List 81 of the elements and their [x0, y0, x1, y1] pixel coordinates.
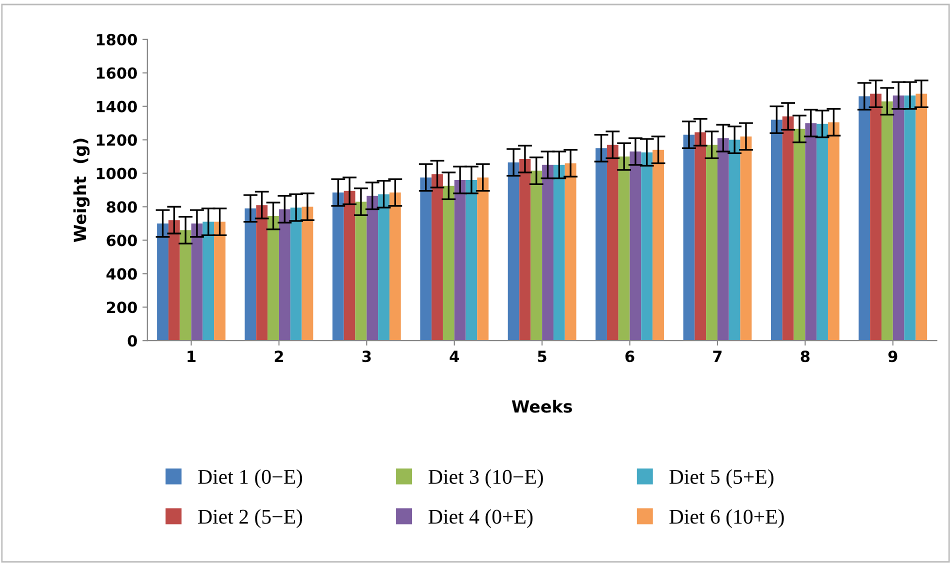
legend-label: Diet 2 (5−E)	[198, 509, 302, 528]
y-tick-label: 0	[128, 335, 137, 347]
bar	[858, 96, 870, 341]
bar	[892, 95, 904, 341]
x-tick-label: 2	[274, 350, 283, 362]
bar	[519, 159, 531, 341]
x-tick-label: 6	[625, 350, 634, 362]
y-axis-title: Weight (g)	[73, 138, 90, 242]
y-tick-label: 600	[106, 234, 137, 246]
bar	[870, 94, 882, 341]
bar	[542, 164, 554, 341]
legend-label: Diet 1 (0−E)	[198, 469, 302, 488]
bar	[805, 123, 817, 341]
bar	[916, 94, 928, 341]
bar	[881, 101, 893, 341]
bar	[278, 209, 290, 341]
bar	[442, 186, 454, 341]
bar	[618, 156, 630, 341]
bar	[244, 208, 256, 341]
bar	[256, 205, 268, 341]
bar	[268, 216, 279, 341]
bar	[904, 95, 916, 341]
x-tick-label: 3	[362, 350, 371, 362]
bar	[432, 174, 443, 341]
bar	[157, 223, 168, 341]
y-tick-label: 400	[106, 268, 137, 280]
bar	[794, 128, 806, 341]
bar	[606, 144, 618, 341]
bar	[378, 194, 390, 341]
bar	[770, 120, 782, 341]
bar	[564, 163, 576, 341]
y-tick-label: 1400	[96, 100, 137, 112]
y-tick-label: 200	[107, 302, 137, 314]
y-tick-label: 1000	[96, 168, 137, 180]
bar	[706, 144, 718, 341]
bar	[420, 177, 432, 341]
bar	[652, 150, 664, 341]
bar	[214, 222, 226, 341]
bar	[454, 180, 466, 341]
bar	[302, 206, 314, 341]
legend-label: Diet 3 (10−E)	[428, 469, 543, 488]
bar	[389, 192, 401, 341]
bar	[694, 132, 706, 341]
bar	[782, 116, 794, 341]
bar	[355, 202, 367, 341]
bar	[202, 222, 214, 341]
x-tick-label: 5	[538, 350, 546, 362]
y-tick-label: 800	[106, 201, 137, 213]
x-tick-label: 1	[188, 350, 196, 362]
bar	[466, 180, 478, 341]
bar	[740, 136, 752, 341]
x-axis-title: Weeks	[512, 400, 572, 413]
bar	[641, 152, 653, 341]
x-tick-label: 4	[450, 350, 459, 362]
bar	[816, 124, 828, 341]
bar	[168, 220, 180, 341]
bar	[344, 190, 356, 341]
y-tick-label: 1800	[96, 34, 137, 46]
bar	[828, 122, 840, 341]
bar	[180, 230, 192, 341]
bar	[553, 164, 565, 341]
bar	[596, 148, 607, 341]
bar	[728, 140, 740, 341]
bar	[191, 223, 203, 341]
bar	[683, 134, 695, 341]
bar	[290, 208, 302, 341]
bar	[630, 152, 642, 341]
bar	[366, 196, 378, 341]
bar	[508, 162, 520, 341]
bar	[530, 170, 542, 341]
bar	[332, 192, 344, 341]
y-tick-label: 1200	[96, 134, 137, 146]
bar	[477, 177, 489, 341]
legend-label: Diet 4 (0+E)	[428, 509, 533, 528]
y-tick-label: 1600	[96, 67, 137, 79]
legend-label: Diet 5 (5+E)	[669, 469, 774, 488]
x-tick-label: 9	[888, 350, 898, 362]
legend-label: Diet 6 (10+E)	[669, 509, 784, 528]
x-tick-label: 8	[800, 350, 810, 362]
bar	[717, 138, 729, 341]
x-tick-label: 7	[713, 350, 722, 362]
